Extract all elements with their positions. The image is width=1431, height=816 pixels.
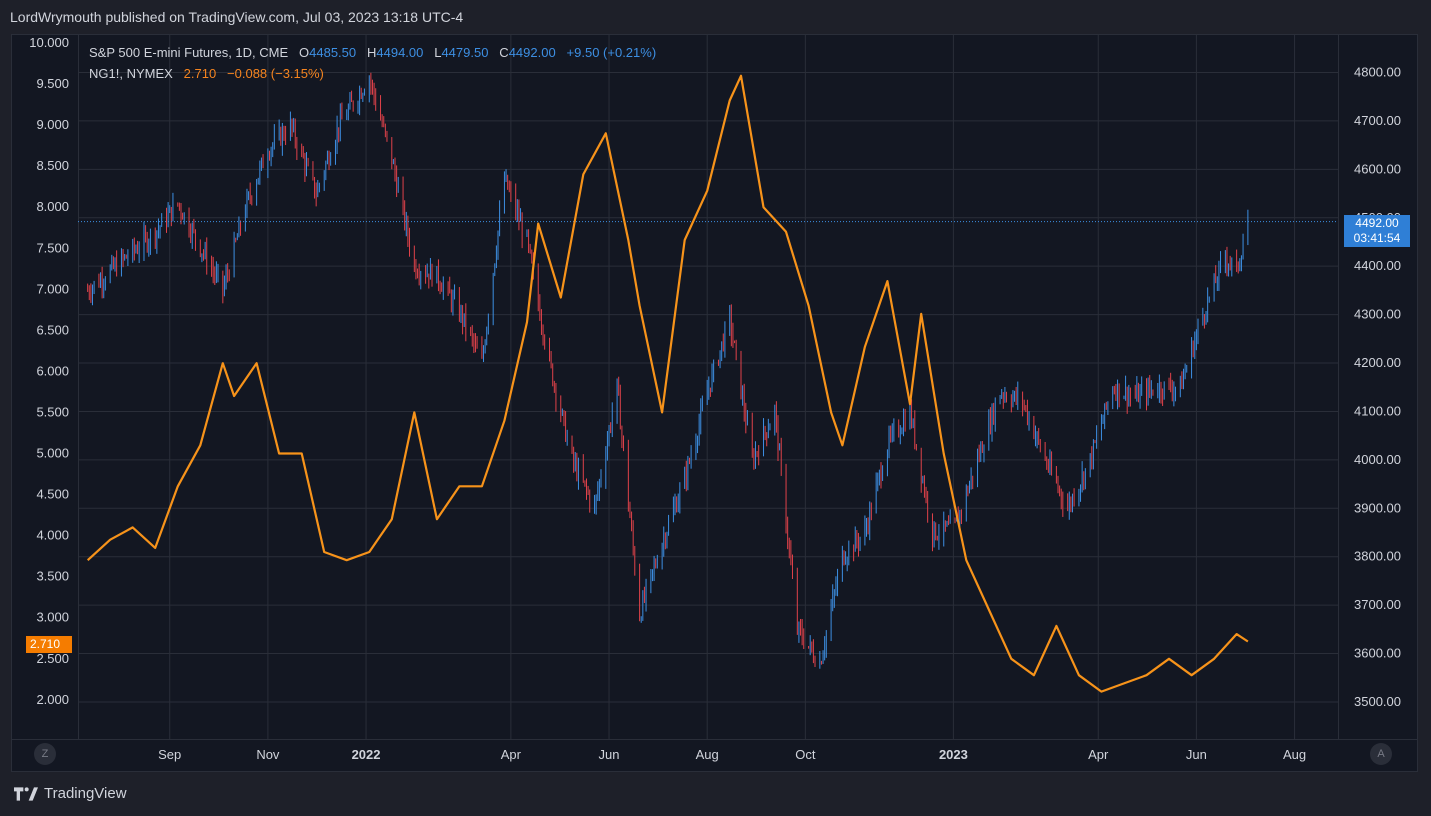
left-tick-label: 7.500 [36,240,69,255]
right-tick-label: 4000.00 [1354,452,1401,467]
es-price-badge: 4492.00 03:41:54 [1344,215,1410,247]
right-axis-line [1338,34,1339,739]
legend-ng: NG1!, NYMEX 2.710 −0.088 (−3.15%) [89,66,324,81]
left-tick-label: 9.000 [36,117,69,132]
x-tick-label: Aug [1283,747,1306,762]
legend-ng-change: −0.088 (−3.15%) [227,66,324,81]
x-tick-label: Jun [599,747,620,762]
legend-es-change: +9.50 (+0.21%) [566,45,657,60]
right-tick-label: 4200.00 [1354,355,1401,370]
time-axis-line [11,739,1418,740]
left-tick-label: 9.500 [36,76,69,91]
x-tick-label: 2022 [352,747,381,762]
auto-scale-button[interactable]: A [1370,743,1392,765]
legend-es-close: 4492.00 [508,45,556,60]
ng-price-badge: 2.710 [26,636,72,653]
grid [11,34,1418,740]
left-tick-label: 8.500 [36,158,69,173]
legend-ng-last: 2.710 [183,66,217,81]
right-tick-label: 3900.00 [1354,500,1401,515]
right-tick-label: 4100.00 [1354,403,1401,418]
left-tick-label: 4.000 [36,528,69,543]
x-tick-label: Apr [1088,747,1109,762]
right-tick-label: 3500.00 [1354,694,1401,709]
left-scale-button[interactable]: Z [34,743,56,765]
x-tick-label: Nov [256,747,280,762]
footer: TradingView [14,785,127,802]
publisher-line: LordWrymouth published on TradingView.co… [10,9,464,25]
left-tick-label: 6.000 [36,363,69,378]
x-tick-label: Jun [1186,747,1207,762]
left-axis-line [78,34,79,739]
legend-es-low: 4479.50 [441,45,489,60]
legend-es-name: S&P 500 E-mini Futures, 1D, CME [89,45,289,60]
left-tick-label: 8.000 [36,199,69,214]
left-tick-label: 5.500 [36,404,69,419]
chart-canvas[interactable]: 10.000 9.500 9.000 8.500 8.000 7.500 7.000 6.50… [11,34,1418,772]
legend-es-o-label: O [299,45,310,60]
legend-es-open: 4485.50 [309,45,357,60]
legend-es-high: 4494.00 [376,45,424,60]
x-tick-label: Apr [501,747,522,762]
left-tick-label: 10.000 [29,35,69,50]
legend-es: S&P 500 E-mini Futures, 1D, CME O4485.50… [89,45,656,60]
ng-line [86,74,1249,693]
right-tick-label: 3600.00 [1354,646,1401,661]
es-countdown: 03:41:54 [1353,231,1401,245]
tradingview-logo-icon [14,786,38,801]
legend-es-c-label: C [499,45,509,60]
x-tick-label: Aug [696,747,719,762]
right-tick-label: 4400.00 [1354,258,1401,273]
legend-es-l-label: L [434,45,442,60]
left-tick-label: 3.500 [36,569,69,584]
right-tick-label: 4800.00 [1354,65,1401,80]
legend-ng-name: NG1!, NYMEX [89,66,173,81]
left-tick-label: 5.000 [36,446,69,461]
x-axis: Sep Nov 2022 Apr Jun Aug Oct 2023 Apr Jun Aug [158,747,1306,762]
es-price-badge-value: 4492.00 [1355,216,1399,230]
left-tick-label: 4.500 [36,487,69,502]
right-tick-label: 4700.00 [1354,113,1401,128]
right-tick-label: 4300.00 [1354,307,1401,322]
ng-series [86,74,1249,693]
right-tick-label: 3700.00 [1354,597,1401,612]
brand-name: TradingView [44,785,127,802]
left-tick-label: 3.000 [36,610,69,625]
x-tick-label: 2023 [939,747,968,762]
legend-es-h-label: H [366,45,377,60]
right-axis: 4800.004700.004600.004500.004400.004300.… [1354,65,1401,709]
left-tick-label: 7.000 [36,281,69,296]
es-series [78,72,1338,669]
x-tick-label: Oct [795,747,816,762]
left-axis: 10.000 9.500 9.000 8.500 8.000 7.500 7.000 6.50… [29,35,69,707]
left-tick-label: 2.500 [36,651,69,666]
left-tick-label: 6.500 [36,322,69,337]
right-tick-label: 4600.00 [1354,161,1401,176]
x-tick-label: Sep [158,747,181,762]
right-tick-label: 3800.00 [1354,549,1401,564]
left-tick-label: 2.000 [36,692,69,707]
